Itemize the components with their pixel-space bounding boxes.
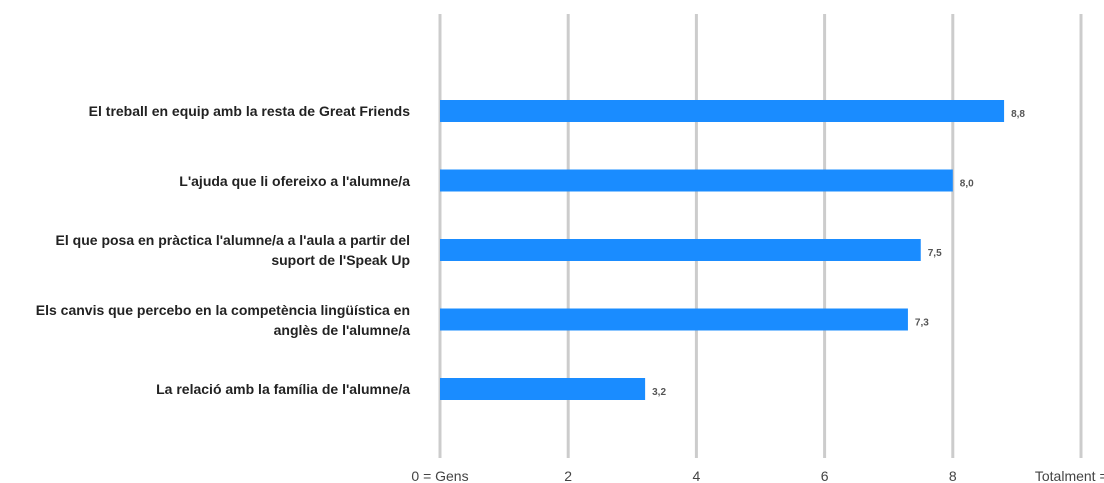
bar (440, 378, 646, 400)
value-label: 8,8 (1011, 109, 1025, 120)
bar (440, 100, 1005, 122)
x-tick-label: 4 (693, 468, 701, 483)
value-label: 7,3 (915, 318, 929, 329)
category-label: El que posa en pràctica l'alumne/a a l'a… (55, 232, 410, 268)
x-tick-label: 2 (564, 468, 572, 483)
category-label: Els canvis que percebo en la competència… (35, 301, 410, 338)
bar (440, 239, 921, 261)
x-tick-label: Totalment = 10 (1035, 468, 1104, 483)
value-label: 8,0 (960, 179, 974, 190)
x-tick-label: 6 (821, 468, 829, 483)
bar (440, 169, 953, 192)
category-label: El treball en equip amb la resta de Grea… (88, 103, 410, 119)
category-label: La relació amb la família de l'alumne/a (156, 381, 410, 397)
bar (440, 308, 908, 331)
x-tick-label: 0 = Gens (411, 468, 468, 483)
x-tick-label: 8 (949, 468, 957, 483)
value-label: 7,5 (928, 248, 942, 259)
category-label: L'ajuda que li ofereixo a l'alumne/a (179, 172, 410, 189)
value-label: 3,2 (652, 387, 666, 398)
